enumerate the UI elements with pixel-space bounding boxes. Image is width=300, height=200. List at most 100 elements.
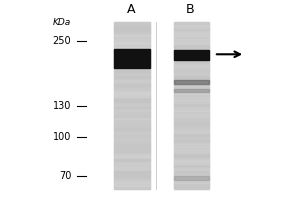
Bar (114, 33, 150, 36)
Bar (174, 86, 209, 89)
Bar (114, 172, 150, 175)
Bar (174, 36, 209, 39)
Bar (114, 53, 150, 55)
Bar (174, 58, 209, 61)
Bar (174, 80, 209, 83)
Bar (114, 125, 150, 128)
Bar (114, 67, 150, 69)
Bar (174, 72, 209, 75)
Bar (174, 103, 209, 106)
Bar (174, 153, 209, 156)
Bar (114, 39, 150, 42)
Bar (114, 136, 150, 139)
Bar (174, 50, 209, 53)
Bar (114, 86, 150, 89)
Bar (174, 55, 209, 58)
Bar (174, 122, 209, 125)
Bar (174, 161, 209, 164)
Bar (174, 106, 209, 108)
Bar (174, 69, 209, 72)
Bar (114, 186, 150, 189)
Bar (114, 144, 150, 147)
Bar (174, 44, 209, 47)
Bar (114, 42, 150, 44)
Bar (174, 181, 209, 183)
Bar (114, 142, 150, 144)
Bar (174, 176, 209, 180)
Bar (114, 111, 150, 114)
Bar (174, 89, 209, 92)
Bar (114, 44, 150, 47)
Bar (114, 106, 150, 108)
Bar (114, 92, 150, 94)
Bar (174, 78, 209, 80)
Bar (114, 164, 150, 167)
Bar (174, 67, 209, 69)
Bar (174, 170, 209, 172)
Bar (174, 64, 209, 67)
Bar (114, 147, 150, 150)
Bar (174, 50, 209, 60)
Text: 250: 250 (52, 36, 71, 46)
Bar (114, 139, 150, 142)
Bar (114, 158, 150, 161)
Bar (114, 78, 150, 80)
Bar (114, 100, 150, 103)
Bar (114, 161, 150, 164)
Bar (174, 144, 209, 147)
Bar (114, 75, 150, 78)
Bar (114, 28, 150, 30)
Bar (174, 80, 209, 84)
Bar (114, 47, 150, 50)
Bar (174, 133, 209, 136)
Bar (114, 97, 150, 100)
Bar (174, 150, 209, 153)
Bar (114, 178, 150, 181)
Bar (174, 164, 209, 167)
Bar (174, 47, 209, 50)
Bar (114, 22, 150, 25)
Bar (174, 53, 209, 55)
Bar (114, 30, 150, 33)
Bar (114, 94, 150, 97)
Bar (174, 142, 209, 144)
Bar (174, 125, 209, 128)
Bar (114, 114, 150, 117)
Bar (174, 89, 209, 92)
Bar (174, 25, 209, 28)
Bar (114, 49, 150, 68)
Bar (114, 36, 150, 39)
Bar (114, 22, 150, 189)
Bar (114, 131, 150, 133)
Bar (174, 39, 209, 42)
Bar (114, 80, 150, 83)
Bar (114, 150, 150, 153)
Bar (114, 103, 150, 106)
Bar (174, 172, 209, 175)
Bar (114, 108, 150, 111)
Bar (114, 83, 150, 86)
Bar (114, 89, 150, 92)
Bar (114, 58, 150, 61)
Bar (174, 75, 209, 78)
Bar (114, 122, 150, 125)
Text: B: B (186, 3, 194, 16)
Bar (174, 22, 209, 25)
Bar (174, 30, 209, 33)
Bar (174, 117, 209, 119)
Bar (174, 92, 209, 94)
Bar (174, 183, 209, 186)
Bar (174, 114, 209, 117)
Bar (114, 175, 150, 178)
Bar (174, 119, 209, 122)
Bar (174, 108, 209, 111)
Bar (174, 178, 209, 181)
Bar (174, 83, 209, 86)
Text: KDa: KDa (53, 18, 71, 27)
Bar (114, 117, 150, 119)
Bar (174, 94, 209, 97)
Bar (174, 33, 209, 36)
Bar (114, 181, 150, 183)
Bar (174, 42, 209, 44)
Bar (174, 97, 209, 100)
